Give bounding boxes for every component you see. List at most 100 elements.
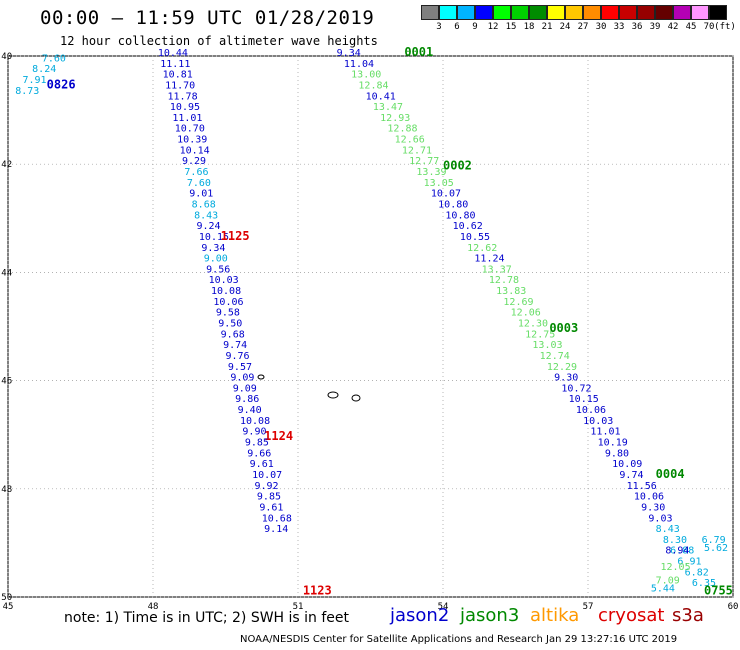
- wave-height-value: 13.05: [424, 178, 454, 189]
- wave-height-value: 7.60: [187, 178, 211, 189]
- color-scale-swatch: [565, 5, 583, 20]
- color-scale-label: 36: [631, 22, 643, 32]
- wave-height-value: 12.69: [503, 297, 533, 308]
- credit-line: NOAA/NESDIS Center for Satellite Applica…: [240, 634, 678, 645]
- wave-height-value: 8.68: [192, 199, 216, 210]
- wave-height-value: 10.70: [175, 124, 205, 135]
- wave-height-value: 9.40: [238, 405, 262, 416]
- color-scale-swatch: [601, 5, 619, 20]
- wave-height-value: 9.86: [235, 394, 259, 405]
- wave-height-value: 10.55: [460, 232, 490, 243]
- wave-height-value: 10.08: [240, 416, 270, 427]
- wave-height-value: 9.74: [223, 340, 247, 351]
- wave-height-value: 10.08: [211, 286, 241, 297]
- lon-tick-label: 60: [728, 602, 739, 612]
- color-scale-swatch: [655, 5, 673, 20]
- wave-height-value: 12.06: [511, 308, 541, 319]
- wave-height-value: 12.75: [525, 329, 555, 340]
- wave-height-value: 9.30: [554, 373, 578, 384]
- wave-height-value: 5.62: [704, 543, 728, 554]
- color-scale-swatch: [619, 5, 637, 20]
- wave-height-value: 9.34: [201, 243, 225, 254]
- color-scale-label: 27: [577, 22, 589, 32]
- wave-height-value: 13.39: [416, 167, 446, 178]
- wave-height-value: 9.00: [204, 254, 228, 265]
- lon-tick-label: 48: [148, 602, 159, 612]
- color-scale-swatch: [547, 5, 565, 20]
- pass-time-label: 1124: [264, 429, 293, 443]
- lat-tick-label: -48: [0, 485, 12, 495]
- wave-height-value: 9.57: [228, 362, 252, 373]
- wave-height-value: 6.35: [692, 578, 716, 589]
- map-subtitle: 12 hour collection of altimeter wave hei…: [60, 34, 378, 48]
- color-scale-bar: 3 6 9 12 15 18 21 24 27 30 33 36 39 42 45 70 (ft): [421, 5, 740, 35]
- wave-height-value: 10.80: [438, 199, 468, 210]
- wave-height-value: 9.92: [255, 481, 279, 492]
- wave-height-value: 9.30: [641, 502, 665, 513]
- wave-height-value: 7.09: [656, 575, 680, 586]
- wave-height-value: 10.39: [177, 135, 207, 146]
- wave-height-value: 9.68: [221, 329, 245, 340]
- wave-height-value: 10.15: [569, 394, 599, 405]
- wave-height-value: 13.83: [496, 286, 526, 297]
- color-scale-label: 12: [487, 22, 499, 32]
- wave-height-value: 11.56: [627, 481, 657, 492]
- legend-item-jason3: jason3: [460, 605, 520, 626]
- wave-height-value: 5.44: [651, 584, 675, 595]
- color-scale-unit: (ft): [714, 22, 736, 32]
- wave-height-value: 9.58: [216, 308, 240, 319]
- wave-height-value: 9.74: [619, 470, 643, 481]
- wave-height-value: 10.03: [583, 416, 613, 427]
- wave-height-value: 12.77: [409, 156, 439, 167]
- wave-height-value: 9.90: [242, 427, 266, 438]
- color-scale-label: 70: [703, 22, 715, 32]
- wave-height-value: 11.24: [474, 254, 504, 265]
- lon-tick-label: 54: [438, 602, 449, 612]
- wave-height-value: 12.62: [467, 243, 497, 254]
- color-scale-swatch: [457, 5, 475, 20]
- pass-time-label: 0004: [656, 467, 685, 481]
- wave-height-value: 8.30: [663, 535, 687, 546]
- pass-time-label: 0826: [47, 77, 76, 91]
- wave-height-value: 10.81: [163, 70, 193, 81]
- wave-height-value: 12.30: [518, 319, 548, 330]
- lon-tick-label: 45: [3, 602, 14, 612]
- island-outline: [257, 374, 265, 380]
- color-scale-swatch: [637, 5, 655, 20]
- wave-height-value: 6.79: [702, 535, 726, 546]
- lon-tick-label: 57: [583, 602, 594, 612]
- wave-height-value: 10.15: [199, 232, 229, 243]
- lat-tick-label: -40: [0, 52, 12, 62]
- pass-time-label: 0003: [549, 321, 578, 335]
- pass-time-label: 1123: [303, 583, 332, 597]
- pass-time-label: 1125: [221, 229, 250, 243]
- wave-height-value: 10.03: [209, 275, 239, 286]
- lon-tick-label: 51: [293, 602, 304, 612]
- color-scale-label: 18: [523, 22, 535, 32]
- wave-height-value: 9.80: [605, 448, 629, 459]
- wave-height-value: 8.94: [665, 546, 689, 557]
- wave-height-value: 6.91: [677, 557, 701, 568]
- color-scale-label: 30: [595, 22, 607, 32]
- lat-tick-label: -50: [0, 593, 12, 603]
- island-outline: [351, 394, 361, 402]
- wave-height-value: 10.07: [431, 189, 461, 200]
- wave-height-value: 7.91: [23, 75, 47, 86]
- color-scale-label: 9: [472, 22, 478, 32]
- wave-height-value: 8.43: [656, 524, 680, 535]
- wave-height-value: 11.70: [165, 80, 195, 91]
- wave-height-value: 12.88: [387, 124, 417, 135]
- map-title: 00:00 – 11:59 UTC 01/28/2019: [40, 7, 375, 29]
- color-scale-label: 15: [505, 22, 517, 32]
- lat-tick-label: -44: [0, 268, 12, 278]
- wave-height-value: 10.95: [170, 102, 200, 113]
- wave-height-value: 7.66: [184, 167, 208, 178]
- wave-height-value: 6.82: [685, 567, 709, 578]
- wave-height-value: 10.72: [561, 383, 591, 394]
- wave-height-value: 6.88: [670, 546, 694, 557]
- wave-height-value: 9.61: [250, 459, 274, 470]
- color-scale-label: 21: [541, 22, 553, 32]
- wave-height-value: 9.34: [337, 48, 361, 59]
- wave-height-value: 8.43: [194, 210, 218, 221]
- wave-height-value: 12.84: [358, 80, 388, 91]
